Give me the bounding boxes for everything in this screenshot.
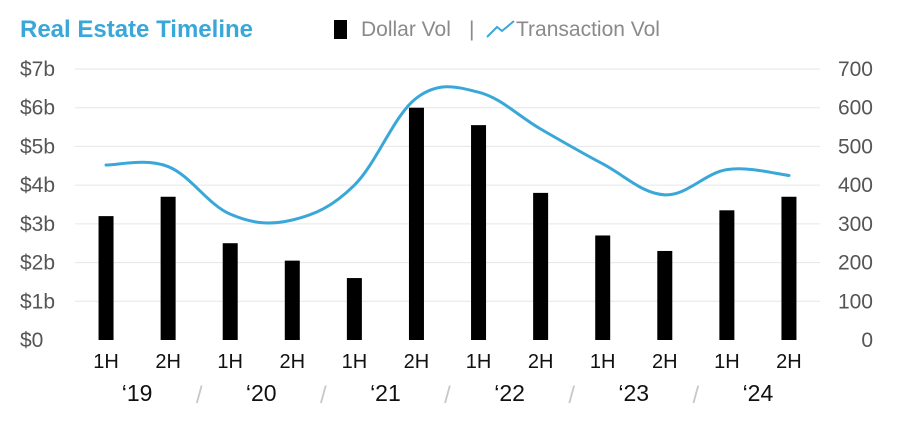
year-label: ‘22	[494, 380, 525, 406]
dollar-vol-bar	[222, 243, 238, 340]
year-label: ‘23	[618, 380, 649, 406]
dollar-vol-bar	[657, 250, 673, 340]
x-tick-label: 2H	[404, 351, 430, 373]
dollar-vol-bar	[471, 125, 487, 340]
x-tick-label: 1H	[590, 351, 616, 373]
dollar-vol-bar	[98, 216, 114, 340]
dollar-vol-bar	[781, 196, 797, 340]
year-labels: ‘19 / ‘20 / ‘21 / ‘22 / ‘23 / ‘24	[122, 380, 774, 409]
x-tick-label: 1H	[217, 351, 243, 373]
legend-label-dollar-vol: Dollar Vol	[361, 18, 451, 41]
y-left-tick-label: $1b	[20, 290, 55, 313]
y-right-tick-label: 0	[861, 329, 873, 352]
y-right-tick-label: 700	[838, 58, 873, 81]
x-tick-label: 1H	[714, 351, 740, 373]
year-separator: /	[320, 382, 327, 409]
x-tick-label: 2H	[528, 351, 554, 373]
legend: Dollar Vol | Transaction Vol	[334, 18, 660, 41]
dollar-vol-bar	[719, 210, 735, 340]
x-tick-label: 2H	[155, 351, 181, 373]
y-right-tick-label: 500	[838, 135, 873, 158]
y-right-tick-label: 100	[838, 290, 873, 313]
y-left-tick-label: $3b	[20, 213, 55, 236]
x-tick-label: 1H	[93, 351, 119, 373]
dollar-vol-bars	[98, 107, 797, 340]
y-axis-left-ticks: $0 $1b $2b $3b $4b $5b $6b $7b	[20, 58, 55, 352]
legend-separator: |	[469, 18, 474, 41]
y-right-tick-label: 300	[838, 213, 873, 236]
y-axis-right-ticks: 0 100 200 300 400 500 600 700	[838, 58, 873, 352]
x-tick-label: 2H	[652, 351, 678, 373]
y-left-tick-label: $7b	[20, 58, 55, 81]
x-axis-ticks: 1H 2H 1H 2H 1H 2H 1H 2H 1H 2H 1H 2H	[93, 351, 801, 373]
x-tick-label: 2H	[776, 351, 802, 373]
dollar-vol-bar	[284, 260, 300, 340]
y-left-tick-label: $4b	[20, 174, 55, 197]
x-tick-label: 2H	[280, 351, 306, 373]
year-label: ‘21	[370, 380, 401, 406]
legend-bar-swatch	[334, 20, 347, 39]
year-label: ‘19	[122, 380, 153, 406]
chart-title: Real Estate Timeline	[20, 16, 253, 43]
y-right-tick-label: 200	[838, 252, 873, 275]
y-right-tick-label: 400	[838, 174, 873, 197]
y-left-tick-label: $5b	[20, 135, 55, 158]
year-label: ‘20	[246, 380, 277, 406]
x-tick-label: 1H	[466, 351, 492, 373]
dollar-vol-bar	[533, 192, 549, 340]
legend-label-transaction-vol: Transaction Vol	[516, 18, 660, 41]
year-separator: /	[692, 382, 699, 409]
y-right-tick-label: 600	[838, 97, 873, 120]
dollar-vol-bar	[595, 235, 611, 340]
year-separator: /	[444, 382, 451, 409]
dollar-vol-bar	[346, 278, 362, 340]
year-separator: /	[568, 382, 575, 409]
legend-line-icon	[486, 20, 515, 38]
year-label: ‘24	[743, 380, 774, 406]
year-separator: /	[196, 382, 203, 409]
y-left-tick-label: $0	[20, 329, 43, 352]
x-tick-label: 1H	[342, 351, 368, 373]
dollar-vol-bar	[160, 196, 176, 340]
grid	[75, 68, 820, 302]
y-left-tick-label: $2b	[20, 252, 55, 275]
dollar-vol-bar	[408, 107, 424, 340]
transaction-vol-line	[104, 85, 791, 225]
y-left-tick-label: $6b	[20, 97, 55, 120]
